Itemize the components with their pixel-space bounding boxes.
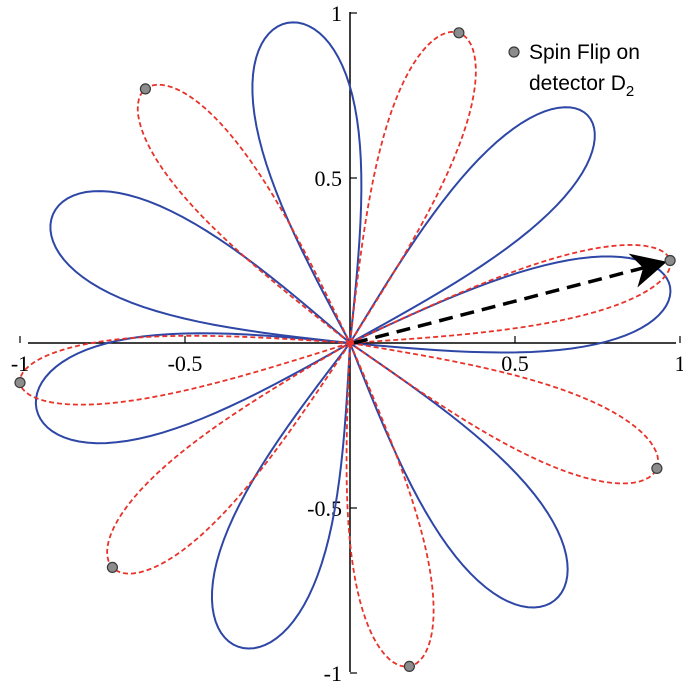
- direction-arrow: [353, 253, 667, 345]
- x-tick-label-2: 0.5: [501, 351, 529, 376]
- spin-flip-point-5: [106, 561, 119, 574]
- solid-petal-2: [49, 190, 354, 345]
- solid-petal-3: [346, 255, 672, 354]
- legend-label-line1: Spin Flip on: [529, 41, 640, 64]
- dashed-petal-2: [349, 244, 672, 344]
- arrow-layer: [353, 253, 667, 345]
- spin-flip-point-2: [664, 254, 676, 267]
- petals: [19, 21, 672, 668]
- spin-flip-point-1: [139, 83, 151, 95]
- x-tick-label-0: -1: [11, 351, 29, 376]
- dashed-petal-1: [136, 83, 351, 344]
- legend-marker: [508, 46, 520, 58]
- solid-petal-1: [347, 106, 596, 346]
- y-tick-label-0: 1: [331, 1, 342, 26]
- spin-flip-point-0: [453, 27, 465, 39]
- solid-petal-0: [251, 21, 363, 347]
- dashed-petal-4: [349, 342, 660, 485]
- legend-subscript: 2: [626, 83, 634, 100]
- ticks: -1 -0.5 0.5 110.5-0.5-1: [11, 1, 683, 686]
- spin-flip-points: [14, 27, 676, 673]
- solid-petal-4: [34, 332, 354, 445]
- solid-petal-5: [347, 340, 569, 609]
- solid-petal-6: [210, 339, 352, 650]
- x-tick-label-3: 1: [675, 351, 683, 376]
- y-tick-label-1: 0.5: [315, 166, 343, 191]
- dashed-petal-5: [106, 342, 351, 575]
- legend: Spin Flip on detector D2: [508, 41, 640, 100]
- spin-flip-point-6: [403, 660, 415, 673]
- dashed-petal-0: [349, 31, 477, 344]
- legend-label-line2-main: detector D: [529, 72, 626, 95]
- spin-flip-point-4: [651, 462, 663, 474]
- x-tick-label-1: -0.5: [168, 351, 203, 376]
- legend-label-line2: detector D2: [529, 72, 634, 100]
- spin-flip-point-3: [14, 377, 26, 389]
- y-tick-label-3: -1: [324, 661, 342, 686]
